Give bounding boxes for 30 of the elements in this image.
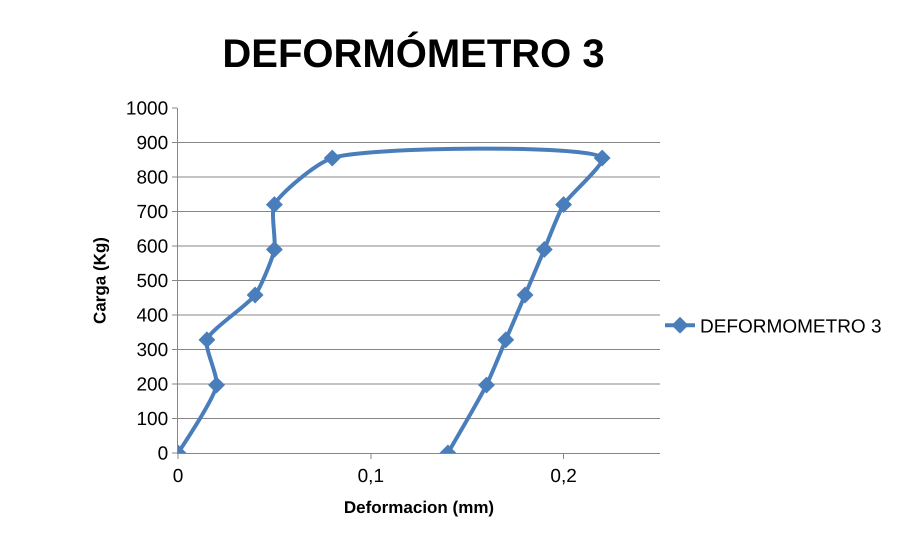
y-tick-label: 100 (136, 409, 168, 430)
y-tick-label: 200 (136, 374, 168, 396)
y-tick-label: 0 (158, 444, 168, 465)
point (497, 331, 514, 348)
point (516, 286, 534, 304)
point (246, 286, 264, 304)
legend-label: DEFORMOMETRO 3 (700, 316, 882, 338)
point (536, 241, 553, 258)
point (266, 241, 283, 258)
y-tick-label: 900 (136, 133, 168, 154)
y-axis-title: Carga (Kg) (90, 237, 110, 324)
point (208, 376, 226, 394)
point (555, 196, 572, 214)
point (478, 376, 495, 394)
y-tick-label: 700 (136, 202, 168, 224)
point (198, 331, 216, 348)
y-tick-label: 400 (136, 306, 168, 327)
y-tick-label: 300 (136, 340, 168, 362)
chart-title: DEFORMÓMETRO 3 (222, 31, 605, 76)
y-tick-label: 600 (136, 236, 168, 258)
x-tick-label: 0,2 (550, 466, 577, 487)
x-tick-label: 0 (172, 466, 184, 487)
x-axis-title: Deformacion (mm) (344, 498, 494, 518)
point (266, 196, 283, 214)
point (594, 150, 611, 166)
y-tick-label: 800 (136, 168, 168, 189)
x-tick-label: 0,1 (358, 466, 384, 487)
y-tick-label: 1000 (126, 98, 168, 120)
point (324, 150, 341, 166)
y-tick-label: 500 (136, 271, 168, 292)
